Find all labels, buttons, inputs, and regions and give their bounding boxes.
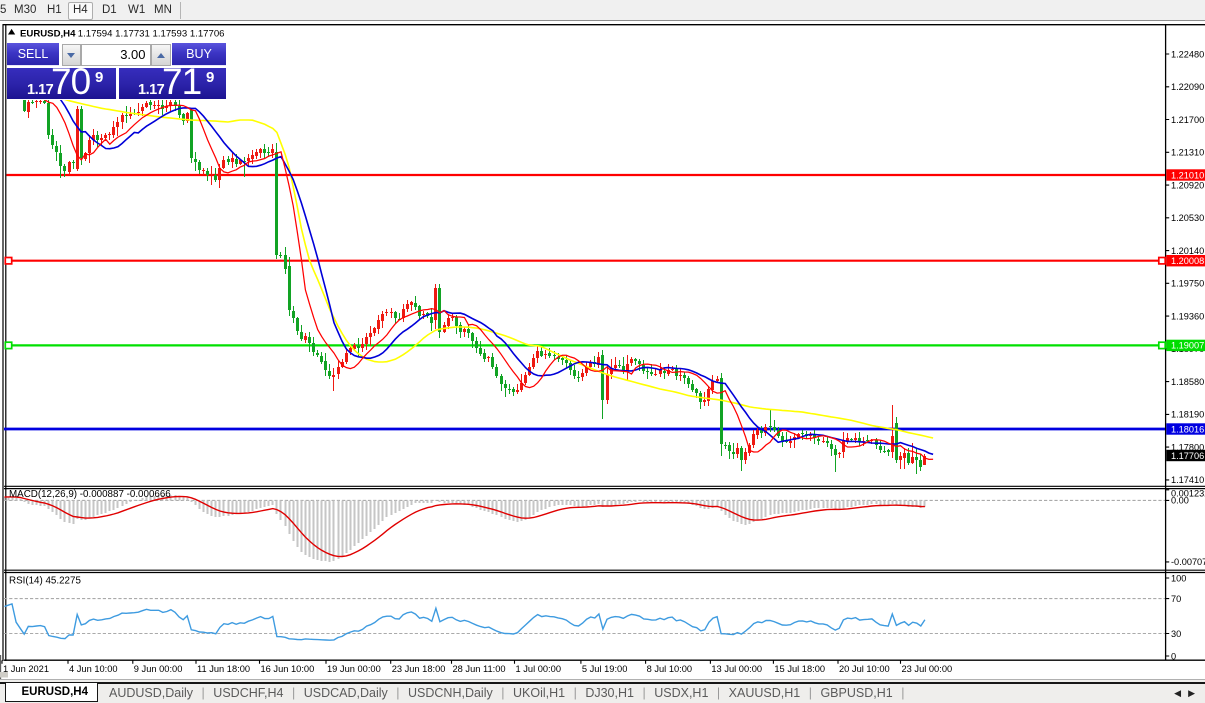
svg-text:30: 30 [1171,629,1181,639]
svg-text:1.17410: 1.17410 [1171,475,1204,485]
svg-text:1.20530: 1.20530 [1171,213,1204,223]
svg-text:28 Jun 11:00: 28 Jun 11:00 [453,664,506,674]
svg-text:9 Jun 00:00: 9 Jun 00:00 [134,664,183,674]
svg-text:13 Jul 00:00: 13 Jul 00:00 [711,664,762,674]
svg-text:5 Jul 19:00: 5 Jul 19:00 [582,664,628,674]
svg-text:1.21700: 1.21700 [1171,115,1204,125]
svg-text:1.17800: 1.17800 [1171,442,1204,452]
svg-text:-0.00707: -0.00707 [1171,557,1205,567]
svg-text:1.20920: 1.20920 [1171,180,1204,190]
svg-text:1.22480: 1.22480 [1171,49,1204,59]
svg-text:23 Jul 00:00: 23 Jul 00:00 [902,664,953,674]
svg-text:1 Jun 2021: 1 Jun 2021 [3,664,49,674]
svg-text:16 Jun 10:00: 16 Jun 10:00 [261,664,315,674]
svg-text:1.18190: 1.18190 [1171,410,1204,420]
svg-text:0: 0 [1171,651,1176,661]
svg-text:15 Jul 18:00: 15 Jul 18:00 [774,664,825,674]
svg-text:1.22090: 1.22090 [1171,82,1204,92]
svg-text:1.21310: 1.21310 [1171,148,1204,158]
svg-text:1.19750: 1.19750 [1171,279,1204,289]
svg-text:70: 70 [1171,594,1181,604]
svg-text:0.001232: 0.001232 [1171,489,1205,499]
svg-text:1.17706: 1.17706 [1171,451,1204,461]
svg-text:MACD(12,26,9) -0.000887 -0.000: MACD(12,26,9) -0.000887 -0.000666 [9,489,171,500]
svg-text:EURUSD,H4: EURUSD,H4 [20,29,76,40]
svg-text:4 Jun 10:00: 4 Jun 10:00 [69,664,118,674]
svg-text:1 Jul 00:00: 1 Jul 00:00 [516,664,562,674]
svg-text:23 Jun 18:00: 23 Jun 18:00 [392,664,446,674]
svg-text:20 Jul 10:00: 20 Jul 10:00 [839,664,890,674]
svg-text:100: 100 [1171,573,1186,583]
svg-text:1.18580: 1.18580 [1171,377,1204,387]
svg-text:19 Jun 00:00: 19 Jun 00:00 [327,664,381,674]
svg-text:1.18016: 1.18016 [1171,424,1204,434]
svg-text:8 Jul 10:00: 8 Jul 10:00 [647,664,693,674]
svg-text:1.17594 1.17731 1.17593 1.1770: 1.17594 1.17731 1.17593 1.17706 [78,29,225,40]
svg-text:0.00: 0.00 [1171,496,1189,506]
svg-text:1.19007: 1.19007 [1171,341,1204,351]
svg-text:1.19360: 1.19360 [1171,311,1204,321]
svg-text:1.20140: 1.20140 [1171,246,1204,256]
svg-text:11 Jun 18:00: 11 Jun 18:00 [197,664,250,674]
svg-text:1.21010: 1.21010 [1171,170,1204,180]
svg-text:1.20008: 1.20008 [1171,256,1204,266]
svg-text:RSI(14) 45.2275: RSI(14) 45.2275 [9,576,81,587]
